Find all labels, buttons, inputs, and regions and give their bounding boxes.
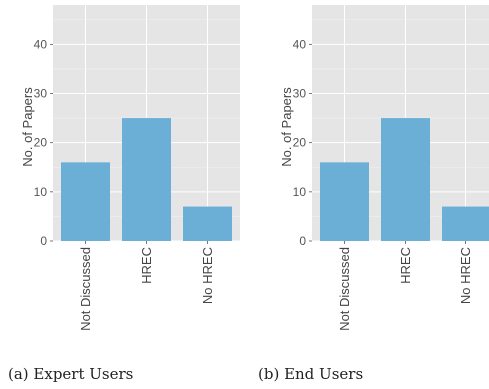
bar-hrec [381,118,430,241]
bar-not-discussed [61,162,110,241]
caption-expert-users: (a) Expert Users [8,365,134,383]
y-tick-label: 30 [34,87,48,101]
y-tick-label: 0 [40,234,47,248]
x-tick-label-not-discussed: Not Discussed [337,247,352,331]
y-tick-label: 0 [299,234,306,248]
y-tick-label: 10 [293,185,307,199]
x-tick-label-hrec: HREC [139,247,154,284]
bar-no-hrec [183,206,232,241]
chart-expert-users: 0 10 20 30 40 Not Discussed HREC No HREC No. of … [20,5,240,331]
chart-end-users: 0 10 20 30 40 Not Discussed HREC No HREC No. of … [279,5,489,331]
y-tick-label: 10 [34,185,48,199]
x-tick-label-no-hrec: No HREC [200,247,215,304]
bar-not-discussed [320,162,369,241]
y-tick-label: 20 [34,136,48,150]
caption-end-users: (b) End Users [258,365,364,383]
bar-hrec [122,118,171,241]
y-tick-label: 40 [34,37,48,51]
y-tick-label: 40 [293,37,307,51]
x-tick-label-not-discussed: Not Discussed [78,247,93,331]
bar-no-hrec [442,206,489,241]
y-tick-label: 30 [293,87,307,101]
y-axis-label: No. of Papers [20,87,35,167]
y-tick-label: 20 [293,136,307,150]
x-tick-label-hrec: HREC [398,247,413,284]
x-tick-label-no-hrec: No HREC [458,247,473,304]
y-axis-label: No. of Papers [279,87,294,167]
